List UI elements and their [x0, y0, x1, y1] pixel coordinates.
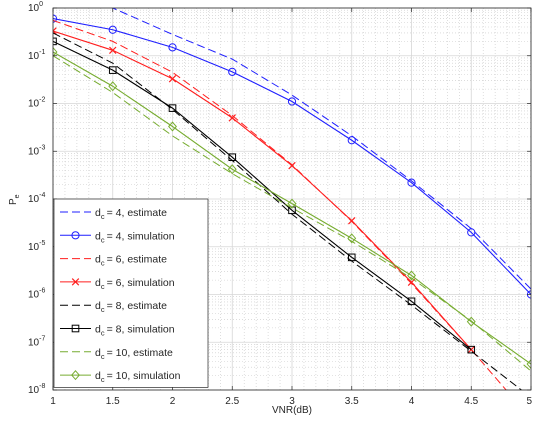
- legend-label: dc = 6, simulation: [95, 277, 175, 291]
- legend-label: dc = 10, simulation: [95, 370, 181, 384]
- legend-item: dc = 4, estimate: [60, 207, 167, 221]
- x-tick-label: 1: [50, 396, 56, 407]
- series-5: [53, 32, 523, 390]
- legend-item: dc = 6, simulation: [60, 277, 175, 291]
- diamond-marker: [71, 370, 80, 381]
- square-marker: [407, 297, 416, 306]
- y-tick-label: 10-1: [28, 49, 45, 62]
- diamond-marker: [526, 358, 531, 370]
- axes: 1 1.5 2 2.5 3 3.5 4 4.5 5 100 10-1 10-2 10-3 10-4 10-5…: [28, 1, 532, 407]
- y-tick-label: 10-2: [28, 97, 45, 110]
- circle-marker: [108, 25, 117, 34]
- y-axis-label: Pe: [8, 194, 21, 205]
- y-tick-label: 10-7: [28, 335, 45, 348]
- circle-marker: [71, 231, 80, 240]
- x-tick-label: 1.5: [106, 396, 120, 407]
- diamond-marker: [466, 316, 476, 327]
- square-marker: [347, 253, 356, 262]
- circle-marker: [407, 178, 416, 187]
- y-tick-label: 10-5: [28, 240, 45, 253]
- x-tick-label: 3: [289, 396, 295, 407]
- series-line: [53, 51, 531, 365]
- legend-item: dc = 10, estimate: [60, 347, 173, 361]
- series-line: [111, 8, 531, 290]
- circle-marker: [287, 97, 297, 106]
- x-tick-label: 2.5: [225, 396, 239, 407]
- legend-label: dc = 4, simulation: [95, 230, 175, 244]
- y-tick-label: 10-4: [28, 192, 45, 205]
- x-marker: [71, 278, 80, 286]
- x-tick-label: 4: [409, 396, 415, 407]
- diamond-marker: [227, 164, 237, 175]
- y-tick-label: 10-3: [28, 144, 45, 157]
- series-6: [53, 37, 476, 354]
- x-marker: [348, 217, 356, 225]
- legend-item: dc = 4, simulation: [60, 230, 175, 244]
- square-marker: [108, 66, 117, 74]
- series-line: [53, 32, 523, 390]
- y-tick-label: 10-6: [28, 288, 45, 301]
- legend-item: dc = 8, simulation: [60, 324, 175, 338]
- x-marker: [53, 27, 57, 35]
- legend-label: dc = 8, estimate: [95, 300, 167, 314]
- legend-item: dc = 8, estimate: [60, 300, 167, 314]
- x-tick-label: 5: [526, 396, 532, 407]
- legend: dc = 4, estimate dc = 4, simulation dc = 6, e…: [53, 198, 209, 388]
- diamond-marker: [168, 121, 177, 132]
- legend-item: dc = 10, simulation: [60, 370, 181, 384]
- series-line: [53, 18, 531, 295]
- legend-label: dc = 8, simulation: [95, 324, 175, 338]
- x-axis-label: VNR(dB): [272, 405, 312, 416]
- legend-item: dc = 6, estimate: [60, 254, 167, 268]
- x-tick-label: 2: [170, 396, 176, 407]
- series-line: [53, 40, 472, 351]
- square-marker: [168, 104, 177, 112]
- x-marker: [288, 161, 296, 170]
- square-marker: [467, 345, 476, 354]
- square-marker: [71, 324, 80, 333]
- diamond-marker: [347, 233, 357, 244]
- series-group: [53, 8, 531, 390]
- circle-marker: [228, 67, 237, 76]
- series-1: [111, 8, 531, 290]
- x-marker: [168, 75, 177, 83]
- y-tick-label: 10-8: [28, 383, 45, 396]
- square-marker: [228, 153, 237, 162]
- series-8: [53, 46, 531, 370]
- diamond-marker: [108, 81, 118, 92]
- diamond-marker: [53, 46, 58, 58]
- diamond-marker: [407, 270, 416, 281]
- x-marker: [109, 46, 117, 55]
- x-tick-label: 3.5: [345, 396, 359, 407]
- legend-label: dc = 6, estimate: [95, 254, 167, 268]
- square-marker: [288, 206, 296, 215]
- circle-marker: [467, 228, 476, 237]
- legend-box: [53, 198, 209, 388]
- x-marker: [228, 114, 236, 122]
- diamond-marker: [287, 198, 297, 209]
- y-tick-label: 100: [28, 1, 43, 14]
- circle-marker: [347, 136, 356, 145]
- circle-marker: [168, 43, 177, 52]
- legend-label: dc = 4, estimate: [95, 207, 167, 221]
- x-tick-label: 4.5: [464, 396, 478, 407]
- legend-label: dc = 10, estimate: [95, 347, 173, 361]
